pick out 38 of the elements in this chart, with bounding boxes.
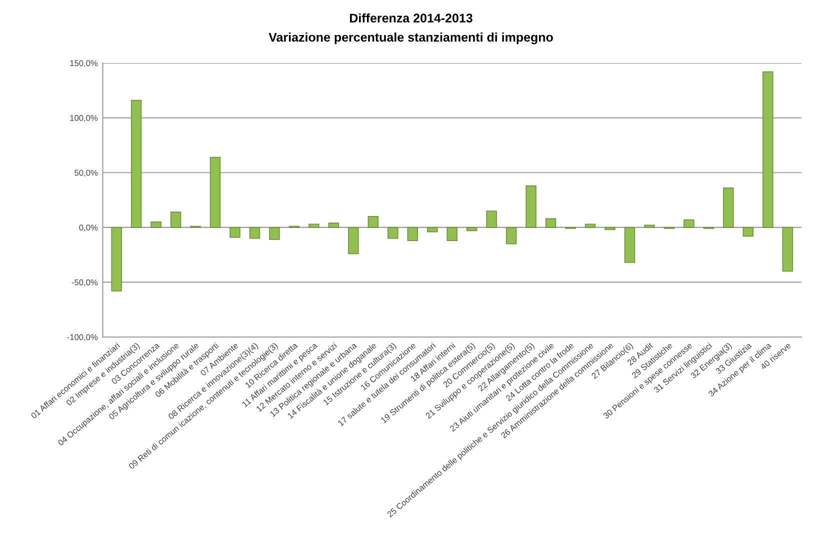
bar bbox=[762, 71, 774, 228]
y-tick-label: -100,0% bbox=[67, 334, 98, 342]
bar bbox=[526, 185, 536, 228]
bar bbox=[782, 227, 793, 272]
chart-subtitle: Variazione percentuale stanziamenti di impegno bbox=[268, 32, 553, 44]
y-tick-label: 0,0% bbox=[79, 224, 98, 232]
bar bbox=[486, 210, 497, 228]
bar bbox=[368, 216, 379, 228]
chart-title: Differenza 2014-2013 bbox=[350, 13, 472, 23]
bar bbox=[170, 212, 182, 228]
y-tick-label: 100,0% bbox=[70, 115, 98, 122]
bar bbox=[230, 227, 240, 238]
bar bbox=[506, 227, 517, 244]
bar bbox=[604, 227, 616, 230]
y-tick-label: 50,0% bbox=[74, 170, 98, 177]
bar bbox=[150, 222, 162, 228]
bar bbox=[446, 227, 458, 241]
bar bbox=[624, 227, 636, 263]
bar bbox=[328, 222, 340, 228]
bar bbox=[684, 219, 694, 228]
y-tick-label: -50,0% bbox=[72, 279, 98, 286]
bar bbox=[427, 227, 438, 232]
bar bbox=[249, 227, 260, 239]
y-tick-label: 150,0% bbox=[70, 60, 98, 68]
bar bbox=[388, 227, 398, 239]
bar bbox=[130, 100, 142, 228]
bar bbox=[545, 218, 556, 228]
bar bbox=[584, 224, 596, 228]
bar bbox=[644, 224, 655, 228]
bar bbox=[723, 188, 734, 228]
bar bbox=[308, 224, 320, 228]
bar bbox=[210, 156, 221, 228]
bar bbox=[742, 227, 754, 237]
bar bbox=[269, 227, 280, 240]
bar bbox=[111, 227, 122, 292]
bar bbox=[466, 227, 478, 232]
bar bbox=[407, 227, 418, 241]
bar bbox=[348, 227, 359, 254]
